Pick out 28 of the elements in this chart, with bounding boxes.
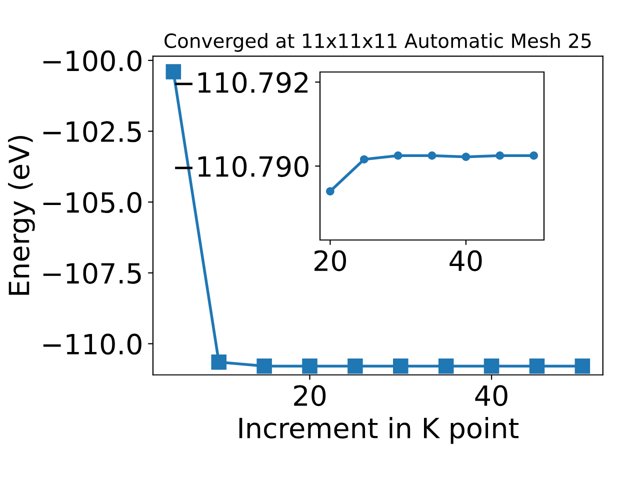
point (256, 358, 272, 374)
point (360, 155, 368, 164)
y-tick-label: −107.5 (43, 262, 141, 284)
point (530, 151, 538, 160)
point (574, 358, 590, 374)
point (326, 187, 334, 196)
x-tick-label: 40 (450, 250, 482, 272)
y-axis-title: Energy (eV) (8, 136, 35, 295)
point (438, 358, 454, 374)
y-tick-label: −100.0 (43, 50, 142, 72)
point (348, 358, 363, 374)
point (394, 151, 402, 160)
point (484, 358, 500, 374)
x-tick-label: 20 (314, 250, 346, 272)
x-tick-label: 40 (475, 385, 508, 406)
point (393, 358, 408, 374)
point (428, 151, 436, 160)
x-tick-label: 20 (294, 385, 326, 406)
y-tick-label: −105.0 (43, 192, 142, 214)
point (302, 358, 318, 374)
y-tick-label: −102.5 (43, 121, 141, 142)
y-tick-label: −110.0 (43, 334, 142, 355)
point (529, 358, 545, 374)
point (496, 151, 504, 160)
point (462, 152, 470, 162)
x-axis-title: Increment in K point (239, 417, 518, 444)
chart-title: Converged at 11x11x11 Automatic Mesh 25 (164, 33, 591, 52)
point (211, 354, 226, 370)
